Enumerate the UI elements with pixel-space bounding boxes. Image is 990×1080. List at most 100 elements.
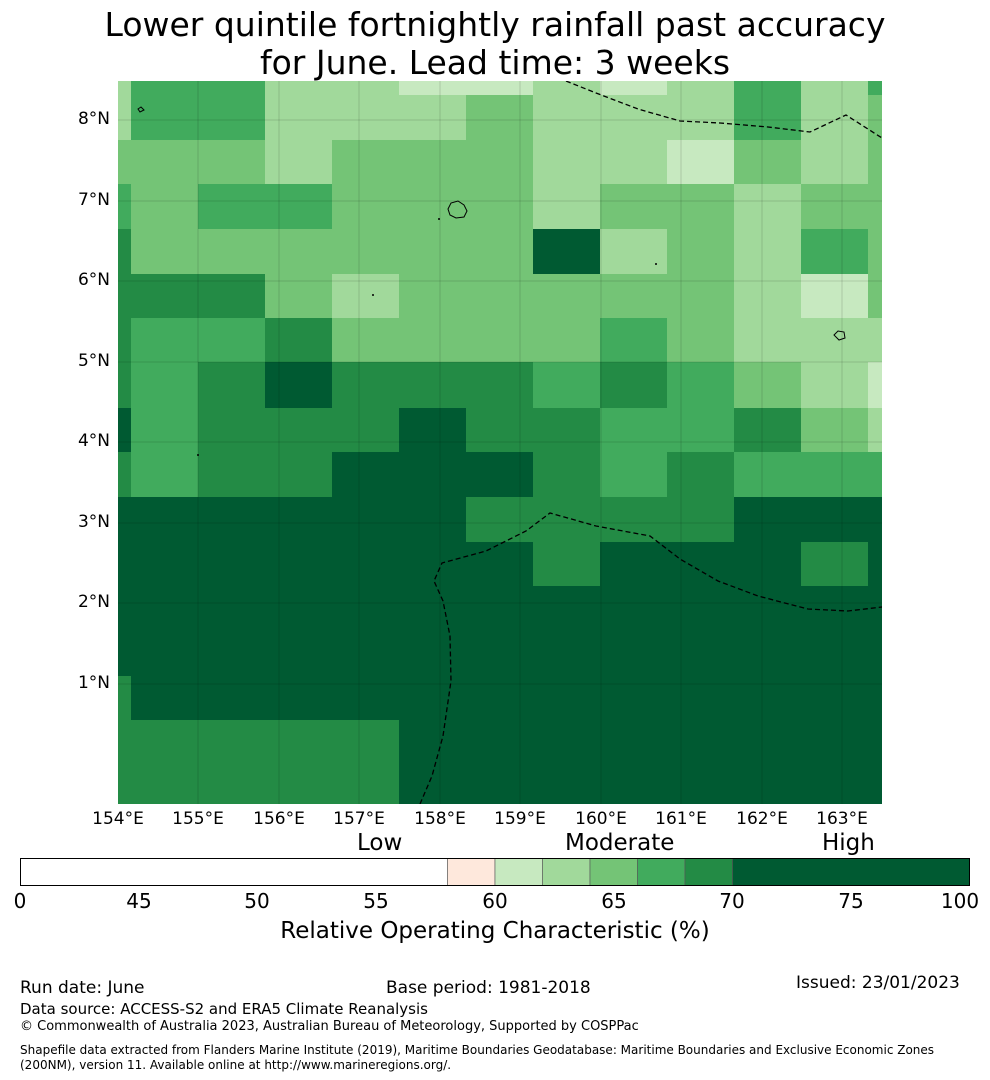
grid-cell — [131, 95, 265, 140]
colorbar-segment — [637, 857, 686, 887]
grid-cell — [734, 274, 801, 318]
grid-cell — [600, 362, 667, 408]
category-high: High — [822, 830, 875, 856]
grid-cell — [198, 362, 265, 408]
grid-cell — [131, 184, 198, 229]
grid-cell — [734, 452, 882, 497]
grid-cell — [118, 318, 131, 362]
grid-cell — [667, 140, 734, 184]
grid-cell — [118, 676, 131, 720]
grid-cell — [801, 229, 868, 274]
colorbar-segment — [684, 857, 733, 887]
colorbar-segment — [494, 857, 543, 887]
grid-cell — [600, 318, 667, 362]
grid-cell — [265, 81, 399, 95]
grid-cell — [265, 274, 332, 318]
grid-cell — [734, 184, 801, 229]
grid-cell — [667, 184, 734, 229]
grid-cell — [131, 318, 265, 362]
grid-cell — [667, 229, 734, 274]
grid-cell — [868, 81, 882, 95]
grid-cell — [734, 95, 801, 140]
colorbar-tick: 65 — [601, 889, 627, 913]
colorbar — [19, 857, 971, 887]
rainfall-accuracy-map — [118, 81, 882, 804]
colorbar-segment — [447, 857, 496, 887]
lon-label: 158°E — [414, 809, 466, 829]
grid-cell — [533, 452, 600, 497]
colorbar-tick: 0 — [13, 889, 27, 913]
grid-cell — [600, 81, 667, 95]
grid-cell — [118, 95, 131, 140]
grid-cell — [734, 408, 801, 452]
grid-cell — [667, 452, 734, 497]
colorbar-tick: 60 — [482, 889, 508, 913]
coastlines — [137, 106, 846, 341]
grid-cell — [734, 81, 801, 95]
small-islands — [197, 218, 657, 456]
map-title: Lower quintile fortnightly rainfall past… — [0, 6, 990, 82]
grid-cell — [265, 140, 332, 184]
colorbar-segments — [19, 857, 971, 887]
grid-cell — [533, 362, 600, 408]
category-moderate: Moderate — [565, 830, 675, 856]
grid-cell — [734, 229, 801, 274]
grid-cell — [118, 408, 131, 452]
grid-cell — [868, 95, 882, 140]
graticule — [118, 81, 882, 804]
grid-cell — [667, 318, 734, 362]
lon-label: 162°E — [736, 809, 788, 829]
grid-cell — [801, 362, 868, 408]
grid-cell — [533, 95, 667, 140]
colorbar-segment — [19, 857, 448, 887]
grid-cell — [332, 140, 533, 184]
grid-cell — [466, 497, 734, 542]
colorbar-title: Relative Operating Characteristic (%) — [280, 918, 710, 944]
lon-label: 155°E — [172, 809, 224, 829]
accuracy-grid-cells — [118, 81, 882, 804]
grid-cell — [118, 274, 265, 318]
grid-cell — [131, 229, 533, 274]
grid-cell — [118, 720, 265, 804]
eez-boundaries — [419, 81, 882, 804]
copyright-notice: © Commonwealth of Australia 2023, Austra… — [20, 1019, 639, 1034]
lat-label: 4°N — [77, 431, 110, 451]
lat-label: 1°N — [77, 673, 110, 693]
grid-cell — [265, 362, 332, 408]
grid-cell — [118, 184, 131, 229]
grid-cell — [533, 140, 600, 184]
grid-cell — [198, 408, 399, 452]
lat-label: 8°N — [77, 109, 110, 129]
grid-cell — [131, 408, 198, 452]
run-date: Run date: June — [20, 978, 145, 998]
grid-cell — [399, 81, 533, 95]
grid-cell — [868, 408, 882, 452]
grid-cell — [801, 274, 868, 318]
lon-label: 157°E — [333, 809, 385, 829]
grid-cell — [801, 95, 868, 140]
lon-label: 159°E — [494, 809, 546, 829]
grid-cell — [868, 140, 882, 184]
grid-cell — [332, 452, 533, 497]
colorbar-tick: 100 — [940, 889, 980, 913]
grid-cell — [118, 81, 131, 95]
lon-label: 163°E — [816, 809, 868, 829]
grid-cell — [466, 95, 533, 140]
colorbar-segment — [542, 857, 591, 887]
grid-cell — [332, 274, 399, 318]
grid-cell — [118, 452, 131, 497]
lon-label: 156°E — [253, 809, 305, 829]
lon-label: 161°E — [655, 809, 707, 829]
lat-label: 6°N — [77, 270, 110, 290]
grid-cell — [600, 140, 667, 184]
grid-cell — [734, 140, 801, 184]
map-svg — [118, 81, 882, 804]
grid-cell — [600, 408, 734, 452]
grid-cell — [131, 362, 198, 408]
grid-cell — [131, 81, 265, 95]
colorbar-tick: 55 — [363, 889, 389, 913]
colorbar-tick: 75 — [838, 889, 864, 913]
grid-cell — [265, 318, 332, 362]
grid-cell — [198, 452, 332, 497]
colorbar-svg — [19, 857, 971, 887]
